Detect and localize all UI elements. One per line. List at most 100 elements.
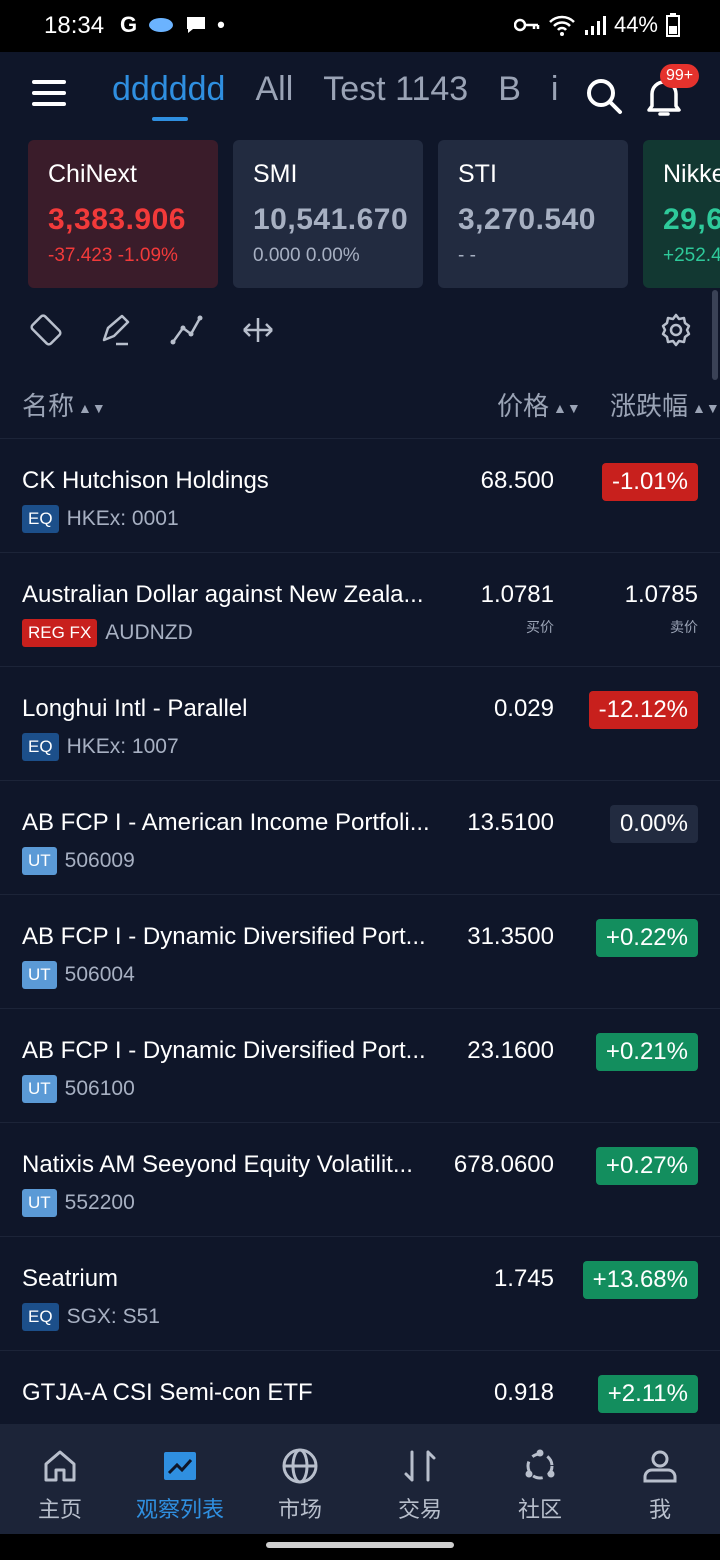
sort-icon: ▲▼ (78, 400, 106, 417)
tab-all[interactable]: All (255, 70, 294, 108)
home-gesture-bar[interactable] (266, 1542, 454, 1548)
list-item[interactable]: AB FCP I - Dynamic Diversified Port... U… (0, 894, 720, 1008)
bid-label: 买价 (526, 619, 554, 635)
index-name: ChiNext (48, 160, 137, 188)
price: 13.5100 (467, 809, 554, 836)
sort-change-button[interactable]: 涨跌幅 ▲▼ (610, 386, 720, 423)
column-change-label: 涨跌幅 (610, 391, 689, 421)
security-code: 506004 (64, 963, 135, 986)
settings-icon[interactable] (658, 312, 694, 348)
edit-icon[interactable] (98, 312, 134, 348)
key-icon (513, 18, 540, 32)
tab-b[interactable]: B (498, 70, 521, 108)
ask-label: 卖价 (670, 619, 698, 635)
price: 23.1600 (467, 1037, 554, 1064)
nav-label: 社区 (517, 1497, 562, 1522)
message-icon (187, 17, 206, 33)
index-change: +252.4 (663, 245, 720, 266)
search-icon[interactable] (584, 76, 624, 116)
nav-watchlist[interactable]: 观察列表 (120, 1446, 240, 1524)
nav-market[interactable]: 市场 (240, 1446, 360, 1524)
chart-line-icon[interactable] (168, 312, 204, 348)
battery-percent: 44% (613, 12, 658, 37)
list-item[interactable]: AB FCP I - Dynamic Diversified Port... U… (0, 1008, 720, 1122)
security-code: SGX: S51 (66, 1305, 160, 1328)
status-bar: 18:34 G • 44% (0, 0, 720, 52)
column-header: 名称 ▲▼ 价格 ▲▼ 涨跌幅 ▲▼ (0, 380, 720, 430)
tab-dddddd[interactable]: dddddd (112, 70, 226, 121)
nav-label: 交易 (397, 1497, 442, 1522)
change-badge[interactable]: -1.01% (601, 463, 698, 501)
index-card-smi[interactable]: SMI 10,541.670 0.000 0.00% (233, 140, 423, 288)
watchlist-tabs: dddddd All Test 1143 B i (112, 70, 559, 121)
toolbar (0, 312, 720, 352)
list-item[interactable]: Longhui Intl - Parallel EQ HKEx: 1007 0.0… (0, 666, 720, 780)
change-badge[interactable]: +0.21% (595, 1033, 698, 1071)
top-nav: dddddd All Test 1143 B i 99+ (0, 52, 720, 136)
index-value: 3,270.540 (458, 203, 596, 236)
change-badge[interactable]: +13.68% (582, 1261, 698, 1299)
tab-i[interactable]: i (550, 70, 559, 108)
list-item[interactable]: Natixis AM Seeyond Equity Volatilit... U… (0, 1122, 720, 1236)
list-item[interactable]: GTJA-A CSI Semi-con ETF 0.918 +2.11% (0, 1350, 720, 1464)
index-name: SMI (253, 160, 298, 188)
nav-trade[interactable]: 交易 (360, 1446, 480, 1524)
change-badge[interactable]: -12.12% (588, 691, 698, 729)
index-card-nikkei[interactable]: Nikkei 29,6 +252.4 (643, 140, 720, 288)
bid-price: 1.0781 (480, 581, 554, 608)
index-change: -37.423 -1.09% (48, 245, 178, 266)
type-tag: EQ (22, 733, 59, 761)
security-name: Seatrium (22, 1265, 119, 1292)
tab-test-1143[interactable]: Test 1143 (323, 70, 469, 108)
security-name: GTJA-A CSI Semi-con ETF (22, 1379, 313, 1406)
index-card-sti[interactable]: STI 3,270.540 - - (438, 140, 628, 288)
price: 678.0600 (453, 1151, 554, 1178)
trade-arrows-icon (404, 1450, 436, 1482)
type-tag: UT (22, 847, 57, 875)
google-icon: G (120, 12, 138, 37)
sort-name-button[interactable]: 名称 ▲▼ (22, 386, 106, 423)
type-tag: REG FX (22, 619, 98, 647)
price: 68.500 (480, 467, 554, 494)
change-badge[interactable]: +0.27% (595, 1147, 698, 1185)
wifi-icon (549, 15, 575, 36)
index-card-chinext[interactable]: ChiNext 3,383.906 -37.423 -1.09% (28, 140, 218, 288)
index-cards: ChiNext 3,383.906 -37.423 -1.09% SMI 10,… (28, 140, 720, 288)
list-item[interactable]: Seatrium EQ SGX: S51 1.745 +13.68% (0, 1236, 720, 1350)
nav-community[interactable]: 社区 (480, 1446, 600, 1524)
list-item[interactable]: Australian Dollar against New Zeala... R… (0, 552, 720, 666)
security-name: Australian Dollar against New Zeala... (22, 581, 424, 608)
nav-label: 市场 (277, 1497, 322, 1522)
home-icon (44, 1450, 76, 1482)
menu-icon[interactable] (32, 80, 66, 106)
signal-icon (584, 16, 606, 35)
change-badge[interactable]: +0.22% (595, 919, 698, 957)
list-item[interactable]: AB FCP I - American Income Portfoli... U… (0, 780, 720, 894)
index-value: 29,6 (663, 203, 720, 236)
notification-icons: G • (120, 12, 225, 38)
scrollbar[interactable] (712, 290, 718, 380)
battery-icon (666, 13, 680, 37)
status-right: 44% (513, 12, 680, 38)
nav-home[interactable]: 主页 (0, 1446, 120, 1524)
change-badge[interactable]: 0.00% (609, 805, 698, 843)
rotate-icon[interactable] (28, 312, 64, 348)
sort-price-button[interactable]: 价格 ▲▼ (497, 386, 581, 423)
security-name: AB FCP I - American Income Portfoli... (22, 809, 430, 836)
list-item[interactable]: CK Hutchison Holdings EQ HKEx: 0001 68.50… (0, 438, 720, 552)
change-badge[interactable]: +2.11% (597, 1375, 698, 1413)
type-tag: UT (22, 961, 57, 989)
notification-badge: 99+ (660, 64, 700, 88)
security-code: 552200 (64, 1191, 135, 1214)
security-name: AB FCP I - Dynamic Diversified Port... (22, 923, 426, 950)
security-code: AUDNZD (105, 621, 193, 644)
price: 0.029 (493, 695, 554, 722)
price: 1.745 (493, 1265, 554, 1292)
index-value: 10,541.670 (253, 203, 409, 236)
nav-me[interactable]: 我 (600, 1446, 720, 1524)
nav-label: 主页 (37, 1497, 82, 1522)
ask-price: 1.0785 (624, 581, 698, 608)
watchlist: CK Hutchison Holdings EQ HKEx: 0001 68.50… (0, 438, 720, 1464)
resize-icon[interactable] (240, 312, 276, 348)
app-icon (149, 18, 174, 32)
